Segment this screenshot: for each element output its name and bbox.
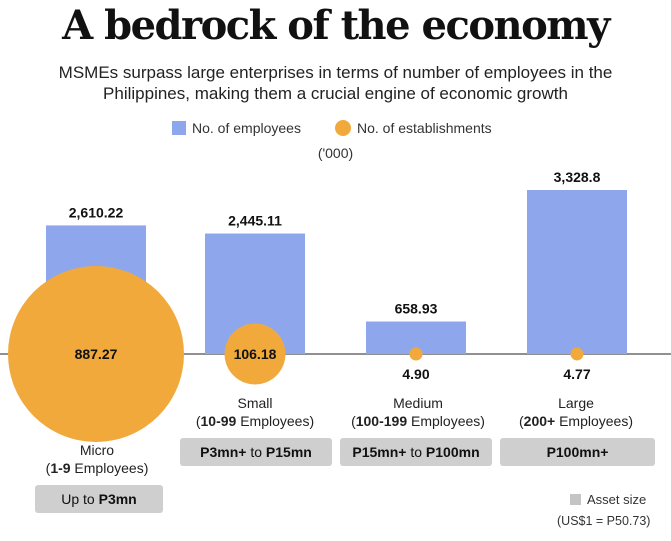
circle-swatch-icon <box>335 120 351 136</box>
asset-legend-label: Asset size <box>587 492 647 507</box>
category-label-small: Small (10-99 Employees) <box>180 394 330 430</box>
asset-size-legend: Asset size <box>570 492 646 507</box>
establishments-circle-micro <box>8 266 184 442</box>
category-range: 200+ <box>523 413 556 429</box>
category-suffix: Employees) <box>70 460 149 476</box>
chart-title: A bedrock of the economy <box>62 2 610 49</box>
exchange-rate-note: (US$1 = P50.73) <box>557 514 651 528</box>
category-name: Large <box>558 395 594 411</box>
category-range: 100-199 <box>355 413 408 429</box>
asset-swatch-icon <box>570 494 581 505</box>
asset-size-micro: Up to P3mn <box>35 485 163 513</box>
category-name: Small <box>237 395 273 411</box>
category-label-medium: Medium (100-199 Employees) <box>338 394 498 430</box>
employees-value-label: 658.93 <box>395 301 438 317</box>
category-suffix: Employees) <box>236 413 315 429</box>
legend-employees: No. of employees <box>172 120 301 136</box>
asset-text: to <box>246 444 266 460</box>
chart-subtitle: MSMEs surpass large enterprises in terms… <box>58 63 613 103</box>
category-suffix: Employees) <box>555 413 634 429</box>
asset-text: Up to <box>61 491 99 507</box>
asset-text-bold: P3mn <box>98 491 137 507</box>
asset-text-bold: P100mn <box>425 444 480 460</box>
asset-text-bold: P15mn <box>265 444 312 460</box>
asset-text-bold: P3mn+ <box>200 444 247 460</box>
establishments-value-label: 887.27 <box>75 346 118 362</box>
asset-size-small: P3mn+ to P15mn <box>180 438 332 466</box>
establishments-value-label: 4.77 <box>563 366 590 382</box>
establishments-circle-medium <box>409 347 423 361</box>
legend-establishments: No. of establishments <box>335 120 492 136</box>
employees-bar-large <box>527 190 627 354</box>
asset-text-bold: P15mn+ <box>352 444 407 460</box>
category-label-micro: Micro (1-9 Employees) <box>22 441 172 477</box>
asset-size-large: P100mn+ <box>500 438 655 466</box>
category-name: Micro <box>79 442 115 458</box>
employees-value-label: 2,445.11 <box>228 213 282 229</box>
employees-value-label: 2,610.22 <box>69 204 124 220</box>
category-name: Medium <box>393 395 443 411</box>
establishments-value-label: 106.18 <box>234 346 277 362</box>
unit-label: ('000) <box>317 145 354 161</box>
establishments-circle-large <box>570 347 584 361</box>
establishments-value-label: 4.90 <box>402 366 429 382</box>
category-label-large: Large (200+ Employees) <box>501 394 651 430</box>
asset-text-bold: P100mn+ <box>546 444 609 460</box>
asset-size-medium: P15mn+ to P100mn <box>340 438 492 466</box>
category-range: 1-9 <box>50 460 71 476</box>
asset-text: to <box>406 444 426 460</box>
establishments-circle-small <box>224 323 286 385</box>
bar-swatch-icon <box>172 121 186 135</box>
legend-employees-label: No. of employees <box>192 120 301 136</box>
category-range: 10-99 <box>200 413 237 429</box>
legend-establishments-label: No. of establishments <box>357 120 492 136</box>
employees-value-label: 3,328.8 <box>554 169 601 185</box>
category-suffix: Employees) <box>407 413 485 429</box>
